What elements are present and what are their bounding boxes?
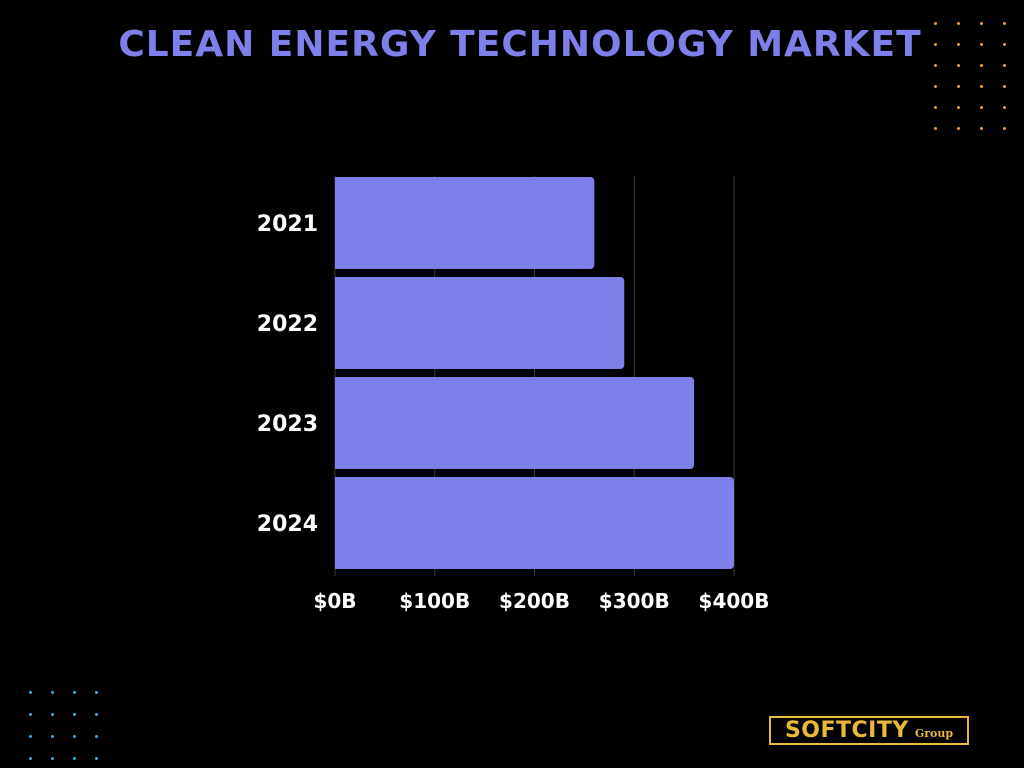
decorative-dot — [95, 691, 98, 694]
x-tick-label-1: $100B — [399, 589, 470, 613]
decorative-dot — [73, 757, 76, 760]
decorative-dot — [980, 127, 983, 130]
bar-2023 — [335, 377, 695, 469]
bar-2021-left-edge — [335, 177, 341, 269]
bar-2024 — [335, 477, 734, 569]
decorative-dot — [73, 713, 76, 716]
decorative-dot — [1003, 85, 1006, 88]
decorative-dot — [934, 127, 937, 130]
decorative-dot — [73, 691, 76, 694]
category-label-2021: 2021 — [257, 212, 318, 237]
decorative-dot — [1003, 127, 1006, 130]
decorative-dot — [957, 127, 960, 130]
bar-2022-left-edge — [335, 277, 341, 369]
logo-sub-text: Group — [914, 726, 954, 740]
category-label-2023: 2023 — [257, 412, 318, 437]
decorative-dot — [95, 757, 98, 760]
bar-2023-left-edge — [335, 377, 341, 469]
decorative-dot — [51, 735, 54, 738]
x-tick-labels: $0B $100B $200B $300B $400B — [313, 589, 769, 613]
decorative-dot — [29, 735, 32, 738]
decorative-dot — [980, 43, 983, 46]
decorative-dot — [95, 735, 98, 738]
decorative-dot — [29, 713, 32, 716]
decorative-dot — [980, 85, 983, 88]
decorative-dot — [29, 757, 32, 760]
blue-dot-grid-decoration — [29, 691, 98, 760]
category-label-2022: 2022 — [257, 312, 318, 337]
decorative-dot — [980, 64, 983, 67]
decorative-dot — [957, 43, 960, 46]
bars — [335, 177, 734, 569]
decorative-dot — [957, 85, 960, 88]
x-tick-label-0: $0B — [313, 589, 356, 613]
orange-dot-grid-decoration — [934, 22, 1006, 130]
decorative-dot — [957, 106, 960, 109]
decorative-dot — [95, 713, 98, 716]
decorative-dot — [980, 22, 983, 25]
decorative-dot — [957, 22, 960, 25]
decorative-dot — [934, 106, 937, 109]
x-tick-label-4: $400B — [699, 589, 770, 613]
decorative-dot — [29, 691, 32, 694]
decorative-dot — [1003, 22, 1006, 25]
bar-2022 — [335, 277, 625, 369]
decorative-dot — [934, 43, 937, 46]
category-label-2024: 2024 — [257, 512, 318, 537]
decorative-dot — [51, 713, 54, 716]
decorative-dot — [1003, 43, 1006, 46]
decorative-dot — [934, 64, 937, 67]
decorative-dot — [957, 64, 960, 67]
bar-2021 — [335, 177, 595, 269]
decorative-dot — [1003, 64, 1006, 67]
chart-title: CLEAN ENERGY TECHNOLOGY MARKET — [118, 24, 922, 65]
x-tick-label-3: $300B — [599, 589, 670, 613]
decorative-dot — [51, 757, 54, 760]
bar-2024-left-edge — [335, 477, 341, 569]
x-tick-label-2: $200B — [499, 589, 570, 613]
decorative-dot — [934, 85, 937, 88]
logo-main-text: SOFTCITY — [784, 718, 909, 743]
softcity-logo: SOFTCITY Group — [769, 716, 969, 745]
decorative-dot — [73, 735, 76, 738]
category-labels: 2021 2022 2023 2024 — [257, 212, 318, 537]
decorative-dot — [980, 106, 983, 109]
decorative-dot — [934, 22, 937, 25]
decorative-dot — [51, 691, 54, 694]
decorative-dot — [1003, 106, 1006, 109]
